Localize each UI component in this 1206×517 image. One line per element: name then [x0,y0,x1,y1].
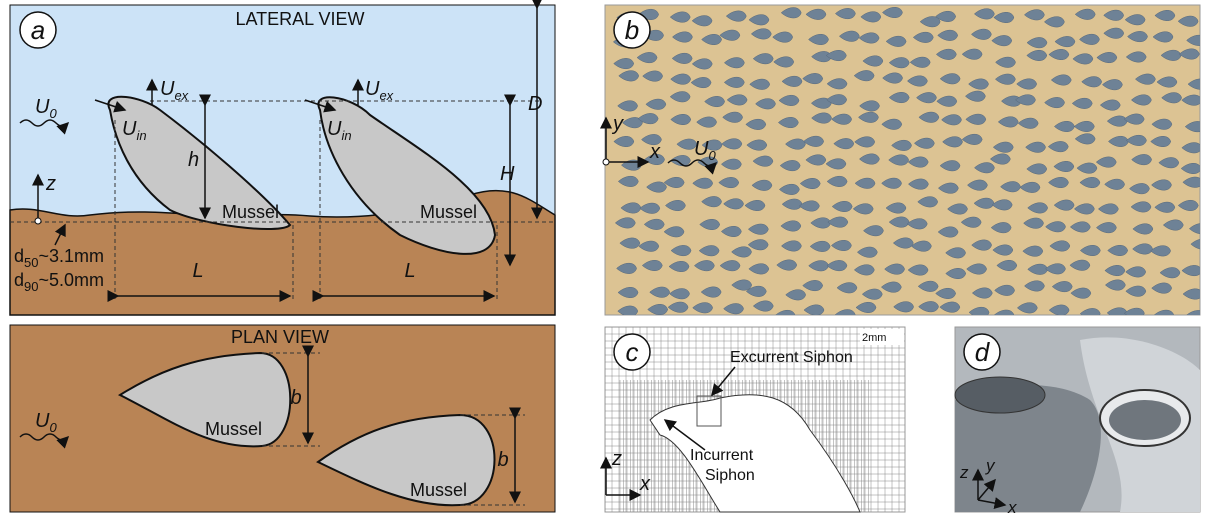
panel-label: a [31,15,45,45]
mussel-label: Mussel [410,480,467,500]
text: U [122,118,137,140]
axis-label: x [649,141,661,163]
text: U [694,138,709,160]
b-label: b [497,449,508,471]
text: U [35,96,50,118]
subscript: ex [174,88,188,103]
incurrent-label: Siphon [705,467,755,484]
mussel-label: Mussel [205,419,262,439]
text: U [365,78,380,100]
subscript: 0 [49,420,57,435]
text: ~3.1mm [38,246,104,266]
axis-label: z [611,448,622,470]
subscript: in [136,128,146,143]
panel-label: d [975,337,991,367]
axis-label: z [959,463,969,482]
panel-d: d z y x [955,327,1200,517]
text: U [160,78,175,100]
h-label: H [500,163,515,185]
subscript: in [341,128,351,143]
subscript: ex [379,88,393,103]
text: ~5.0mm [38,270,104,290]
panel-label: c [626,337,639,367]
b-label: b [290,387,301,409]
scale-label: 2mm [862,332,886,344]
axis-label: y [985,456,996,475]
panel-a-lateral: a LATERAL VIEW U0 Uex Uex Uin Uin h D H … [10,5,555,315]
text: d [14,270,24,290]
panel-c: c 2mm Excurrent Siphon Incurrent Siphon … [605,327,905,512]
subscript: 0 [708,148,716,163]
incurrent-label: Incurrent [690,447,754,464]
h-label: h [188,149,199,171]
panel-b: b y x U0 [603,5,1206,321]
panel-a-plan: PLAN VIEW U0 b b Mussel Mussel [10,325,555,512]
panel-label: b [625,15,639,45]
excurrent-label: Excurrent Siphon [730,349,853,366]
mussel-label: Mussel [222,202,279,222]
d-label: D [528,93,542,115]
subscript: 0 [49,106,57,121]
l-label: L [404,260,415,282]
subscript: 90 [24,279,38,294]
figure: a LATERAL VIEW U0 Uex Uex Uin Uin h D H … [0,0,1206,517]
text: d [14,246,24,266]
view-title: PLAN VIEW [231,327,329,347]
axis-label: x [639,473,651,495]
view-title: LATERAL VIEW [235,9,364,29]
axis-label: y [611,113,624,135]
text: U [327,118,342,140]
axis-label: z [45,173,56,195]
axis-label: x [1007,498,1017,517]
subscript: 50 [24,255,38,270]
l-label: L [192,260,203,282]
mussel-label: Mussel [420,202,477,222]
text: U [35,410,50,432]
